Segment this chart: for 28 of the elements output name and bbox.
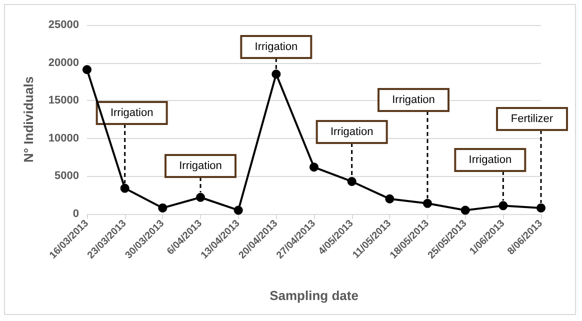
- point: [423, 198, 432, 208]
- annotation: Irrigation: [179, 160, 222, 172]
- point: [196, 192, 205, 202]
- y-tick-label: 5000: [54, 170, 79, 182]
- y-tick-label: 20000: [48, 56, 79, 69]
- y-axis-title: N° Individuals: [21, 76, 36, 163]
- y-tick-label: 10000: [48, 132, 79, 144]
- annotation: Irrigation: [468, 154, 512, 166]
- point: [536, 203, 546, 212]
- annotation: Irrigation: [254, 41, 298, 53]
- point: [120, 184, 130, 193]
- point: [385, 194, 394, 204]
- y-tick-label: 25000: [48, 19, 79, 31]
- annotation: Irrigation: [330, 126, 374, 138]
- y-tick-label: 0: [72, 208, 79, 220]
- point: [310, 162, 318, 172]
- point: [234, 206, 243, 215]
- annotation: Fertilizer: [510, 113, 554, 125]
- point: [158, 203, 168, 212]
- point: [498, 201, 508, 210]
- point: [347, 176, 356, 186]
- x-axis-title: Sampling date: [270, 288, 358, 303]
- point: [82, 65, 92, 74]
- point: [460, 206, 470, 215]
- point: [272, 70, 281, 79]
- annotation: Irrigation: [392, 94, 435, 106]
- annotation: Irrigation: [110, 107, 154, 119]
- y-tick-label: 15000: [48, 94, 79, 107]
